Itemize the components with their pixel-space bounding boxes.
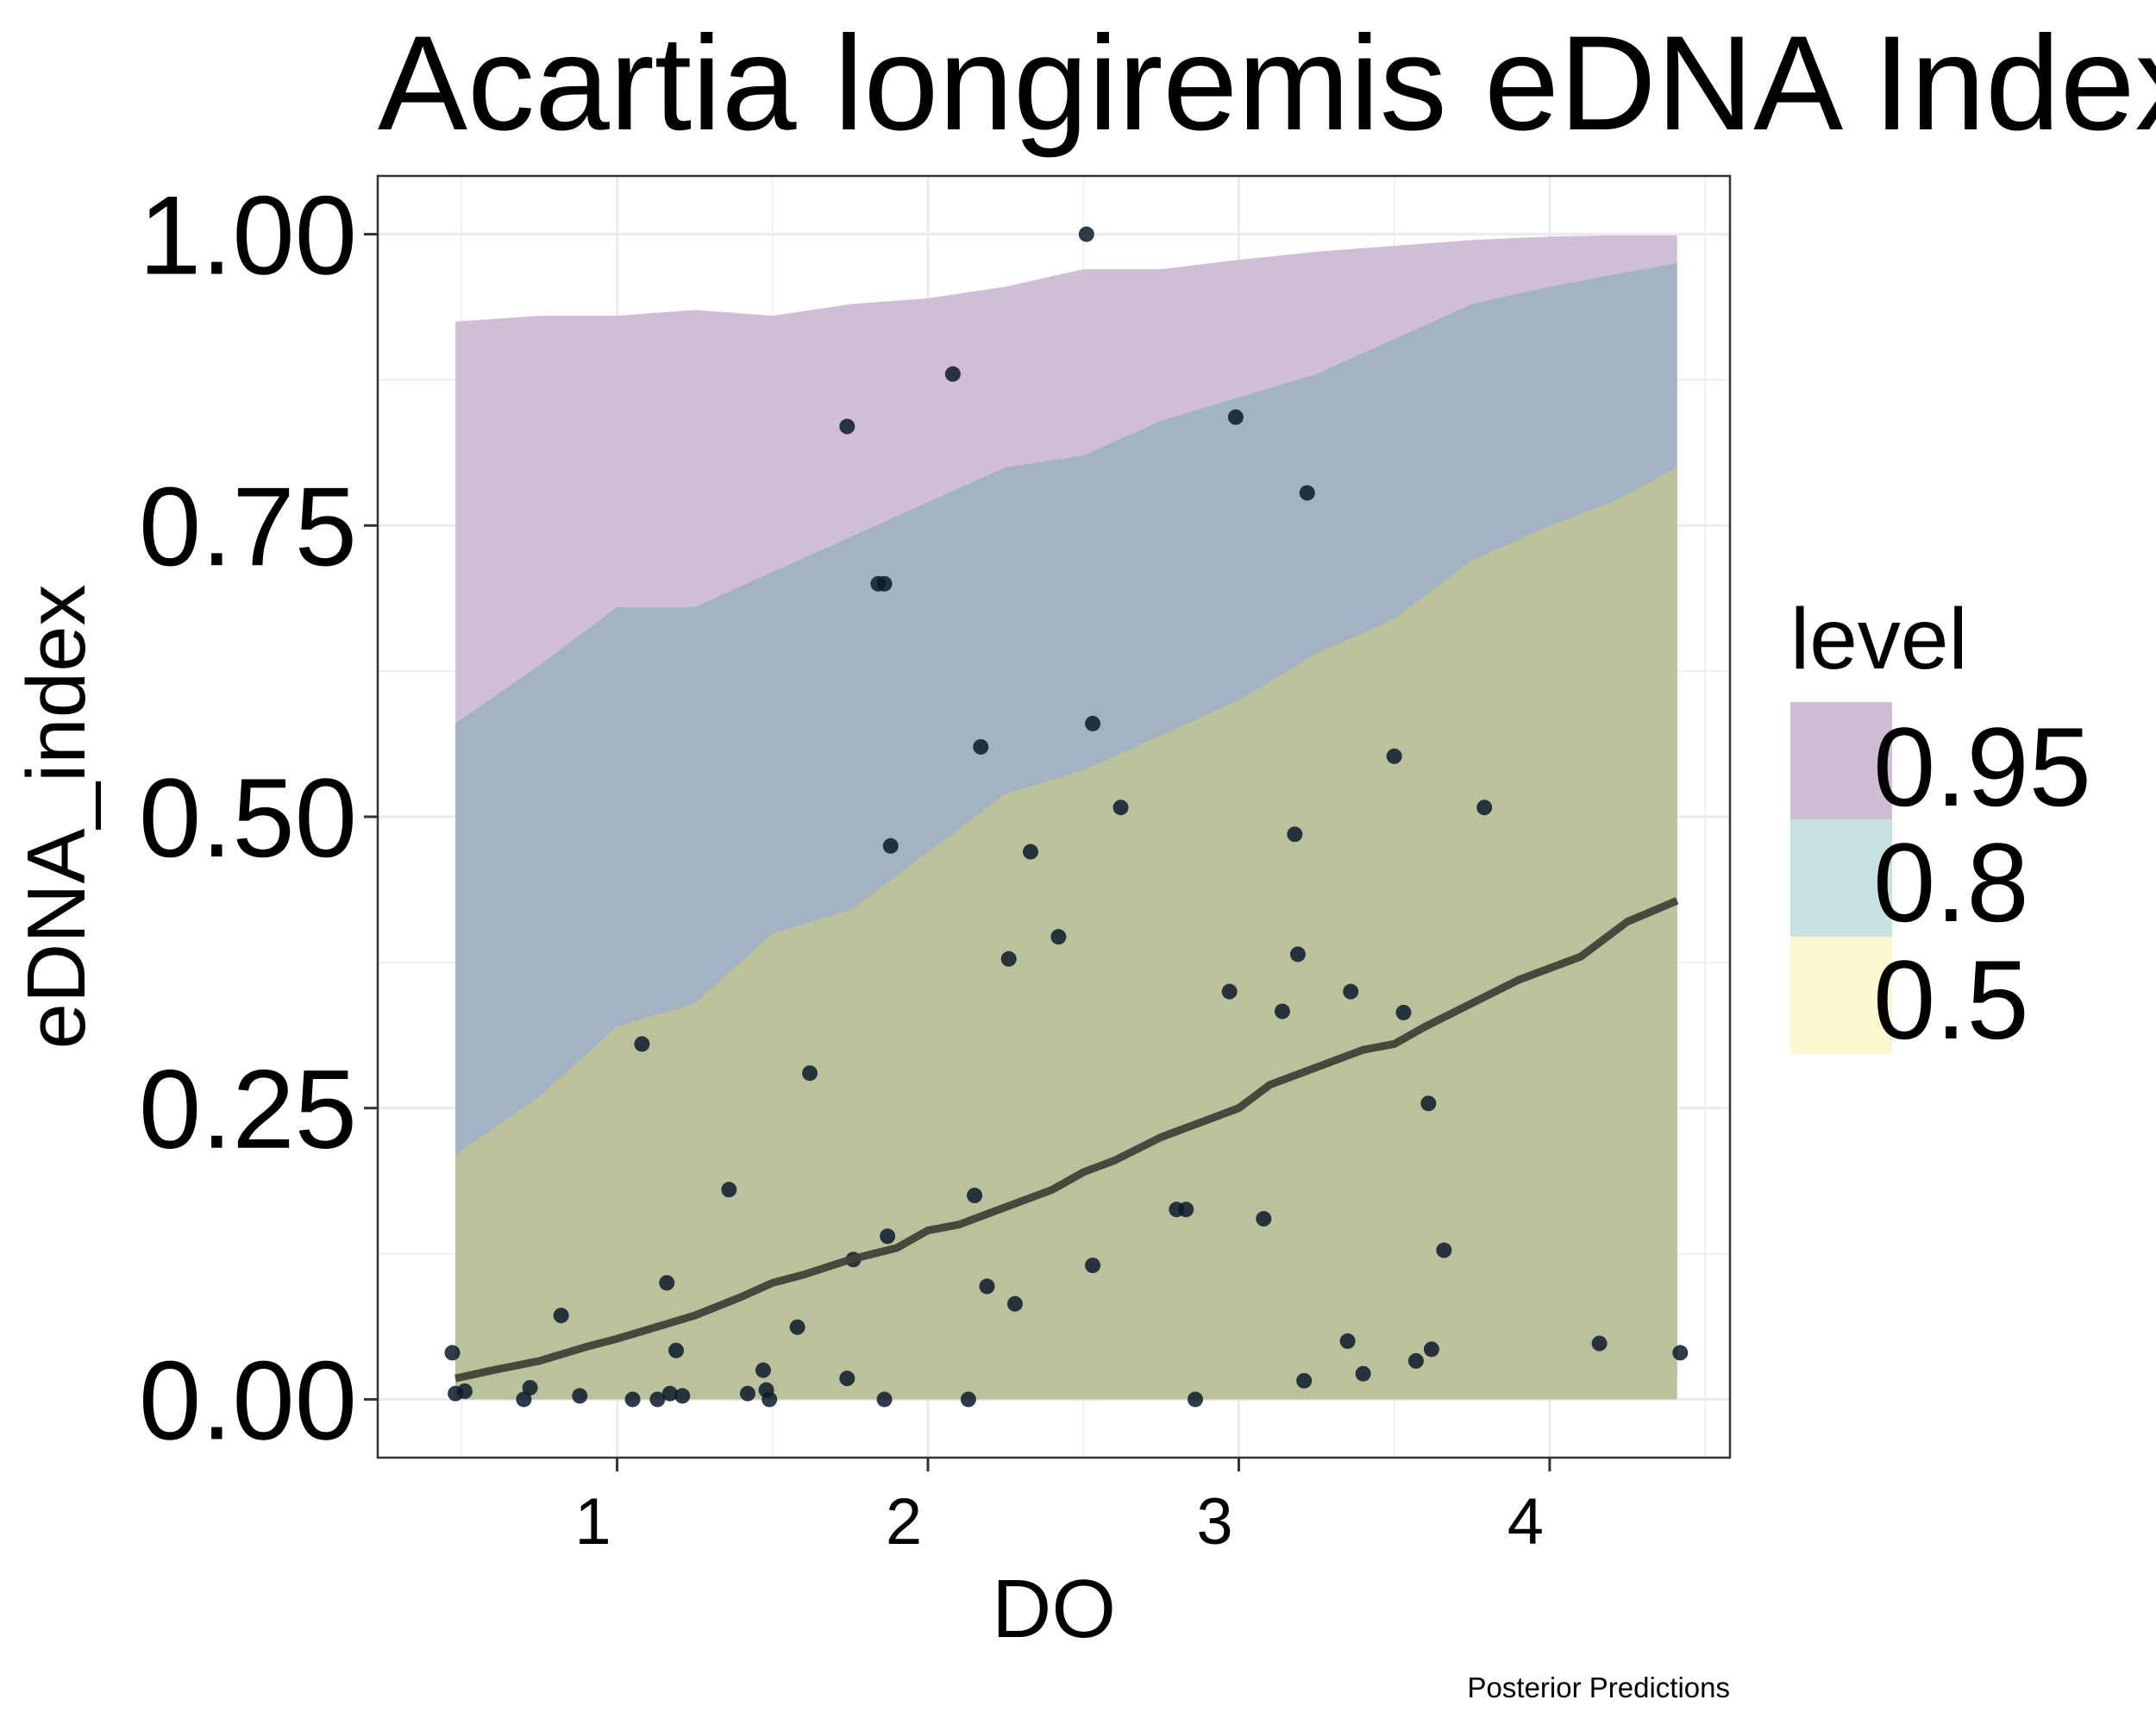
chart-caption: Posterior Predictions — [1468, 1672, 1730, 1703]
x-tick-label: 4 — [1507, 1485, 1544, 1559]
data-point — [755, 1362, 771, 1378]
data-point — [1000, 950, 1017, 967]
data-point — [1420, 1095, 1437, 1112]
legend-title: level — [1790, 591, 1968, 687]
data-point — [674, 1388, 691, 1404]
data-point — [1395, 1004, 1412, 1020]
data-point — [973, 738, 989, 755]
observed-points — [444, 226, 1689, 1408]
data-point — [1178, 1201, 1194, 1218]
data-point — [1672, 1345, 1689, 1361]
data-point — [659, 1275, 675, 1291]
x-axis-ticks: 1 2 3 4 — [574, 1458, 1551, 1559]
data-point — [1022, 844, 1038, 860]
data-point — [1289, 946, 1306, 963]
legend-label-095: 0.95 — [1873, 704, 2091, 830]
data-point — [802, 1065, 818, 1082]
chart-title: Acartia longiremis eDNA Index — [378, 9, 2156, 159]
data-point — [880, 1228, 896, 1245]
x-axis-title: DO — [992, 1563, 1116, 1655]
plot-panel — [376, 174, 1732, 1459]
data-point — [979, 1278, 995, 1295]
data-point — [1078, 226, 1094, 242]
data-point — [1343, 983, 1359, 1000]
data-point — [876, 1391, 893, 1408]
data-point — [1112, 800, 1129, 816]
data-point — [789, 1319, 805, 1335]
data-point — [1423, 1341, 1439, 1358]
y-tick-label: 0.50 — [139, 755, 357, 881]
data-point — [960, 1391, 976, 1408]
data-point — [634, 1036, 650, 1052]
data-point — [1407, 1352, 1424, 1369]
data-point — [1188, 1391, 1204, 1408]
median-prediction — [454, 897, 1679, 1383]
legend-key-095 — [1790, 702, 1892, 819]
y-axis-title: eDNA_index — [10, 585, 103, 1050]
y-axis-ticks: 0.00 0.25 0.50 0.75 1.00 — [139, 172, 378, 1463]
data-point — [624, 1391, 641, 1408]
data-point — [1085, 715, 1101, 731]
data-point — [1227, 409, 1244, 425]
data-point — [444, 1345, 461, 1361]
data-point — [721, 1182, 737, 1198]
legend-label-050: 0.5 — [1873, 937, 2029, 1063]
data-point — [882, 837, 899, 854]
data-point — [739, 1385, 755, 1402]
data-point — [661, 1385, 678, 1402]
legend-key-050 — [1790, 937, 1892, 1054]
data-point — [1221, 983, 1238, 1000]
y-tick-label: 0.25 — [139, 1046, 357, 1172]
x-tick-label: 1 — [574, 1485, 611, 1559]
data-point — [456, 1383, 473, 1399]
data-point — [1296, 1372, 1313, 1389]
data-point — [649, 1391, 666, 1408]
data-point — [1050, 929, 1067, 945]
data-point — [1386, 748, 1402, 764]
legend-key-080 — [1790, 819, 1892, 937]
plot-border — [376, 174, 1732, 1459]
data-point — [1591, 1335, 1608, 1352]
y-tick-label: 0.00 — [139, 1337, 357, 1463]
data-point — [1339, 1333, 1356, 1349]
data-point — [1299, 485, 1315, 501]
y-tick-label: 1.00 — [139, 172, 357, 298]
x-tick-label: 3 — [1196, 1485, 1232, 1559]
credible-bands — [455, 235, 1677, 1400]
legend-label-080: 0.8 — [1873, 819, 2029, 945]
data-point — [876, 575, 893, 592]
data-point — [1476, 800, 1493, 816]
data-point — [1355, 1365, 1371, 1382]
data-point — [1256, 1211, 1272, 1227]
legend: level 0.95 0.8 0.5 — [1790, 591, 2091, 1063]
band-50 — [455, 467, 1677, 1400]
data-point — [839, 1371, 856, 1387]
data-point — [553, 1308, 569, 1324]
data-point — [839, 418, 856, 435]
y-tick-label: 0.75 — [139, 463, 357, 589]
data-point — [761, 1391, 778, 1408]
x-tick-label: 2 — [886, 1485, 922, 1559]
data-point — [967, 1188, 983, 1204]
median-line — [454, 897, 1679, 1383]
data-point — [522, 1379, 538, 1396]
data-point — [1085, 1258, 1101, 1274]
data-point — [516, 1391, 532, 1408]
data-point — [1287, 826, 1303, 843]
data-point — [572, 1388, 588, 1404]
data-point — [668, 1342, 685, 1358]
data-point — [1436, 1242, 1452, 1258]
data-point — [1274, 1003, 1290, 1019]
data-point — [944, 366, 961, 382]
data-point — [1006, 1295, 1023, 1312]
